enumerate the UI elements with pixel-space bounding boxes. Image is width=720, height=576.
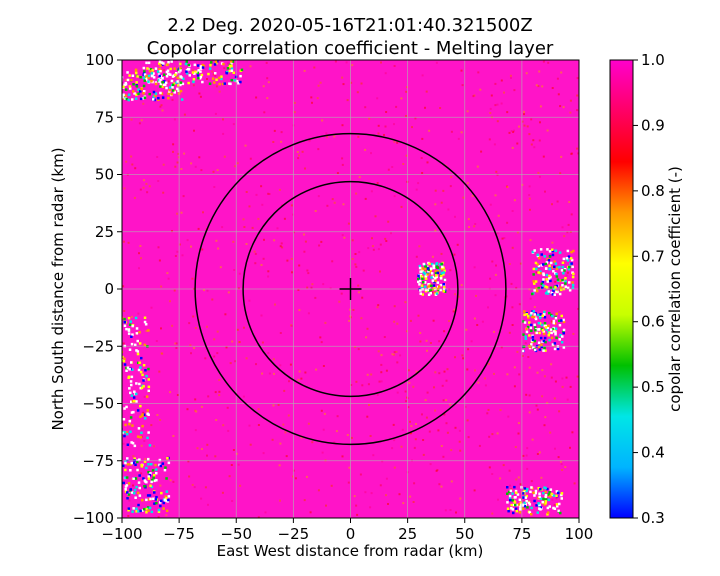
radar-location-marker <box>339 278 362 300</box>
colorbar-ticks: 0.3 0.4 0.5 0.6 0.7 0.8 0.9 1.0 <box>633 51 665 527</box>
x-tick-label: −100 <box>101 525 142 543</box>
y-tick-label: −50 <box>82 395 114 413</box>
x-tick-label: 100 <box>565 525 594 543</box>
colorbar-label: copolar correlation coefficient (-) <box>666 166 684 412</box>
y-axis-ticks: −100 −75 −50 −25 0 25 50 75 100 <box>73 51 122 527</box>
colorbar-tick-label: 0.3 <box>641 509 665 527</box>
colorbar-tick-label: 0.5 <box>641 378 665 396</box>
melting-layer-ring <box>194 132 507 446</box>
x-tick-label: −50 <box>220 525 252 543</box>
x-tick-label: −75 <box>163 525 195 543</box>
chart-title-line1: 2.2 Deg. 2020-05-16T21:01:40.321500Z <box>167 15 532 36</box>
y-tick-label: 25 <box>95 223 114 241</box>
colorbar-tick-label: 0.8 <box>641 182 665 200</box>
y-tick-label: −25 <box>82 337 114 355</box>
colorbar-gradient <box>609 59 634 519</box>
echo-texture <box>122 60 579 518</box>
melting-layer-ring <box>242 180 459 398</box>
x-axis-label: East West distance from radar (km) <box>217 542 484 560</box>
plot-area <box>121 59 580 519</box>
y-axis-label: North South distance from radar (km) <box>49 147 67 430</box>
y-tick-label: 75 <box>95 108 114 126</box>
x-tick-label: 50 <box>455 525 474 543</box>
x-tick-label: 0 <box>346 525 356 543</box>
y-tick-label: 0 <box>104 280 114 298</box>
colorbar-tick-label: 0.6 <box>641 313 665 331</box>
y-tick-label: 50 <box>95 166 114 184</box>
melting-layer-rings <box>194 132 507 446</box>
colorbar-tick-label: 0.4 <box>641 444 665 462</box>
colorbar-tick-label: 0.9 <box>641 116 665 134</box>
colorbar-tick-label: 1.0 <box>641 51 665 69</box>
y-tick-label: −100 <box>73 509 114 527</box>
y-tick-label: 100 <box>85 51 114 69</box>
x-tick-label: 25 <box>398 525 417 543</box>
chart-title-line2: Copolar correlation coefficient - Meltin… <box>147 38 554 59</box>
colorbar-tick-label: 0.7 <box>641 247 665 265</box>
x-axis-ticks: −100 −75 −50 −25 0 25 50 75 100 <box>101 518 593 543</box>
x-tick-label: 75 <box>512 525 531 543</box>
y-tick-label: −75 <box>82 452 114 470</box>
x-tick-label: −25 <box>278 525 310 543</box>
colorbar: 0.3 0.4 0.5 0.6 0.7 0.8 0.9 1.0 copolar correla… <box>609 51 684 527</box>
